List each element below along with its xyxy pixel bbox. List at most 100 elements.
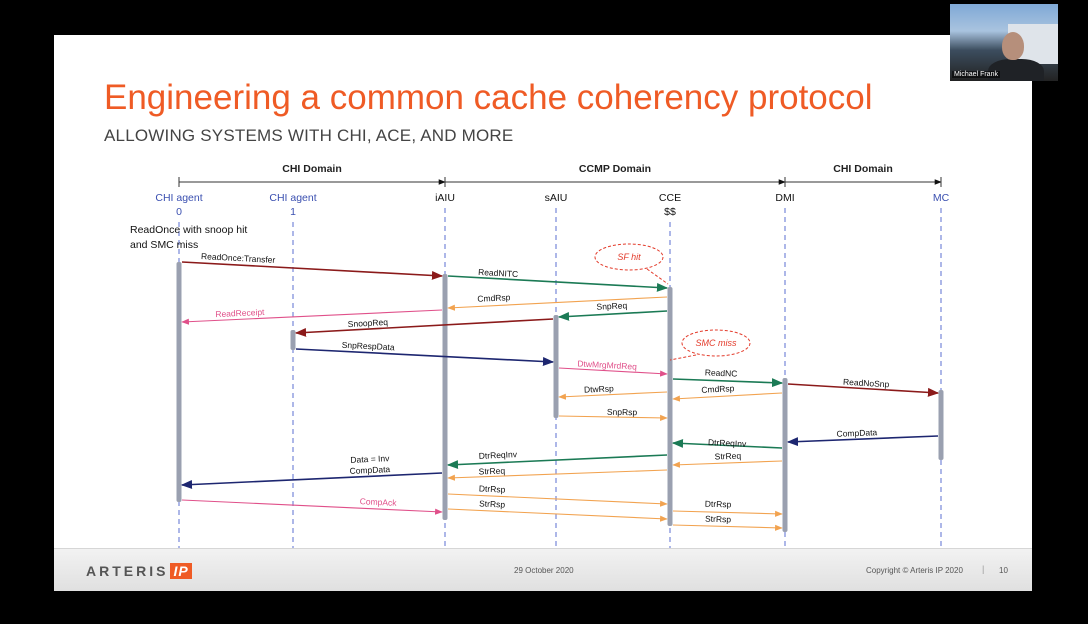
page-number: 10: [999, 566, 1008, 575]
message-arrow: [447, 296, 668, 311]
message-compack: CompAck: [181, 496, 443, 515]
callout-bubble: [681, 329, 751, 357]
message-label: ReadReceipt: [215, 307, 265, 319]
callout-bubble: [594, 243, 664, 271]
message-label: CompData: [349, 464, 390, 476]
message-arrow: [446, 454, 668, 470]
message-strrsp: StrRsp: [672, 514, 783, 531]
webcam-thumbnail: Michael Frank: [950, 4, 1058, 81]
message-arrow: [672, 524, 783, 531]
message-arrow: [672, 460, 783, 468]
message-label: Data = Inv: [350, 453, 390, 465]
message-dtrreqinv: DtrReqInv: [446, 449, 668, 470]
message-label: DtrReqInv: [708, 437, 747, 449]
message-readreceipt: ReadReceipt: [181, 307, 443, 325]
message-arrow: [294, 318, 554, 337]
callout-text: SF hit: [617, 252, 641, 262]
activation-iaiu: [442, 274, 448, 520]
message-arrow: [786, 435, 939, 447]
message-label: CmdRsp: [477, 292, 511, 304]
message-arrow: [447, 508, 668, 522]
activation-dmi: [782, 378, 788, 532]
message-readnosnp: ReadNoSnp: [787, 377, 940, 397]
participant-chi1: CHI agent: [269, 192, 316, 204]
participant-chi0: CHI agent: [155, 192, 202, 204]
message-snprsp: SnpRsp: [558, 407, 668, 421]
message-label: SnpRespData: [341, 340, 395, 353]
messages: ReadOnce:Transfer ReadNITC CmdRsp SnpReq Rea…: [180, 251, 940, 531]
message-arrow: [558, 367, 668, 377]
message-label: StrRsp: [479, 498, 506, 509]
scenario-label-line2: and SMC miss: [130, 239, 198, 251]
participant-iaiu: iAIU: [435, 192, 455, 204]
message-label: ReadNoSnp: [843, 377, 890, 390]
callouts: SF hit SMC miss: [594, 243, 751, 361]
message-label: SnpRsp: [607, 407, 638, 418]
message-arrow: [672, 392, 783, 402]
activation-mc: [938, 390, 944, 460]
footer-date: 29 October 2020: [514, 566, 574, 575]
activation-chi1: [290, 330, 296, 350]
message-label: DtrRsp: [705, 499, 732, 510]
message-arrow: [557, 310, 668, 321]
message-label: SnpReq: [596, 300, 627, 312]
domain-label: CHI Domain: [833, 163, 893, 175]
message-readonce-transfer: ReadOnce:Transfer: [181, 251, 444, 280]
message-label: DtrRsp: [479, 483, 506, 494]
message-compdata: CompData: [786, 427, 939, 447]
domain-label: CHI Domain: [282, 163, 342, 175]
callout-pointer: [669, 354, 697, 361]
participant-dmi: DMI: [775, 192, 794, 204]
footer-copyright: Copyright © Arteris IP 2020: [866, 566, 963, 575]
message-label: ReadNITC: [478, 267, 519, 279]
message-arrow: [447, 275, 669, 292]
scenario-label-line1: ReadOnce with snoop hit: [130, 224, 247, 236]
domain-label: CCMP Domain: [579, 163, 651, 175]
participant-mc: MC: [933, 192, 950, 204]
message-arrow: [181, 309, 443, 325]
slide-title: Engineering a common cache coherency pro…: [104, 78, 873, 117]
arteris-logo: ARTERIS IP: [86, 563, 192, 579]
message-snprespdata: SnpRespData: [295, 340, 555, 366]
message-label: ReadNC: [705, 367, 738, 378]
message-arrow: [558, 414, 668, 421]
message-label: StrReq: [714, 451, 741, 462]
message-dtwrsp: DtwRsp: [558, 383, 668, 400]
message-dtwmrgmrdreq: DtwMrgMrdReq: [558, 358, 668, 377]
message-arrow: [181, 261, 444, 280]
message-label: StrReq: [478, 466, 505, 477]
message-label: DtwMrgMrdReq: [577, 358, 637, 371]
participant-saiu: sAIU: [545, 192, 568, 204]
participant-chi0-index: 0: [176, 206, 182, 218]
message-arrow: [672, 510, 783, 517]
message-arrow: [558, 391, 668, 400]
message-strrsp: StrRsp: [447, 498, 668, 522]
lifelines: [178, 208, 942, 548]
message-label: CmdRsp: [701, 383, 735, 395]
activation-saiu: [553, 315, 559, 418]
callout-sf-hit: SF hit: [594, 243, 669, 285]
message-label: CompAck: [360, 496, 398, 508]
message-arrow: [671, 438, 783, 449]
message-arrow: [672, 378, 784, 388]
message-label: CompData: [836, 427, 877, 439]
activation-bars: [176, 262, 944, 532]
message-dtrrsp: DtrRsp: [672, 499, 783, 517]
message-cmdrsp: CmdRsp: [672, 383, 783, 402]
slide: [54, 35, 1032, 590]
message-label: DtrReqInv: [479, 449, 518, 461]
message-arrow: [447, 469, 668, 481]
message-strreq: StrReq: [447, 466, 668, 481]
message-dtrrsp: DtrRsp: [447, 483, 668, 507]
message-cmdrsp: CmdRsp: [447, 292, 668, 311]
callout-text: SMC miss: [696, 338, 737, 348]
message-arrow: [181, 499, 443, 515]
slide-footer: ARTERIS IP 29 October 2020 Copyright © Ar…: [54, 548, 1032, 591]
message-strreq: StrReq: [672, 451, 783, 468]
message-readnc: ReadNC: [672, 367, 784, 388]
slide-subtitle: ALLOWING SYSTEMS WITH CHI, ACE, AND MORE: [104, 126, 514, 145]
message-label: SnoopReq: [348, 317, 389, 329]
message-label: DtwRsp: [584, 383, 614, 394]
activation-cce: [667, 287, 673, 526]
message-snoopreq: SnoopReq: [294, 317, 554, 337]
